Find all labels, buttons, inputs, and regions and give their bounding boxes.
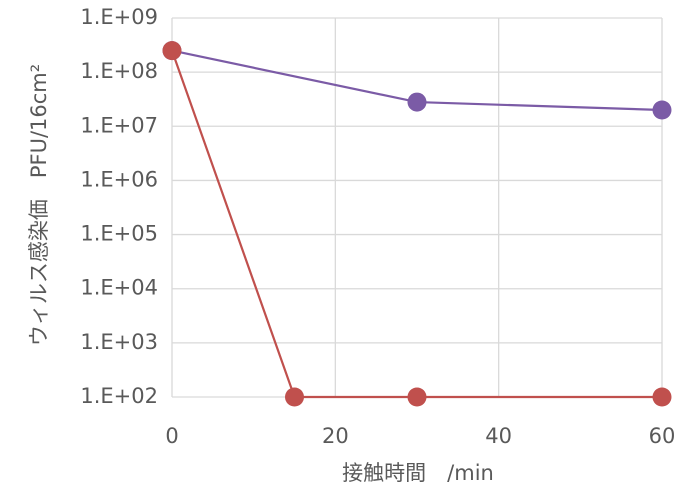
y-axis-title: ウィルス感染価 PFU/16cm² <box>27 64 51 346</box>
y-tick-label: 1.E+06 <box>80 167 158 191</box>
y-tick-label: 1.E+07 <box>80 113 158 137</box>
x-tick-label: 0 <box>165 424 178 448</box>
data-point <box>652 100 672 120</box>
y-tick-label: 1.E+08 <box>80 59 158 83</box>
y-tick-label: 1.E+05 <box>80 222 158 246</box>
data-point <box>407 92 427 112</box>
y-tick-label: 1.E+02 <box>80 384 158 408</box>
y-tick-label: 1.E+03 <box>80 330 158 354</box>
x-tick-label: 20 <box>322 424 349 448</box>
y-tick-label: 1.E+04 <box>80 276 158 300</box>
x-tick-label: 60 <box>649 424 676 448</box>
data-point <box>652 387 672 407</box>
x-axis-title: 接触時間 /min <box>342 461 494 485</box>
series-line <box>170 50 662 399</box>
x-tick-label: 40 <box>485 424 512 448</box>
y-tick-label: 1.E+09 <box>80 5 158 29</box>
data-point <box>407 387 427 407</box>
data-point <box>162 41 182 61</box>
data-point <box>285 387 304 407</box>
